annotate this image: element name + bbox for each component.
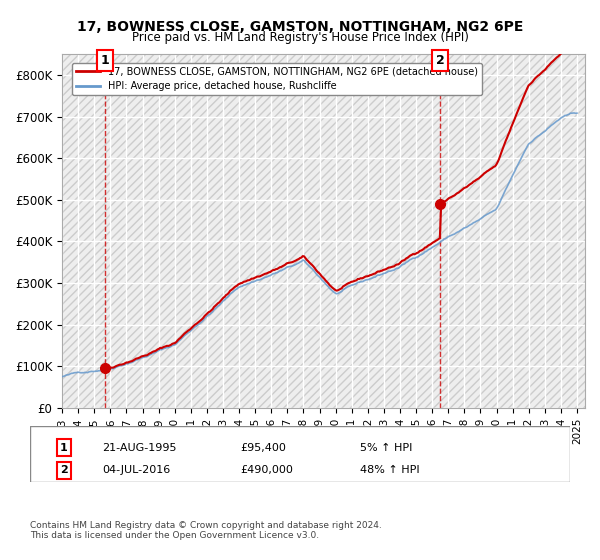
Text: 17, BOWNESS CLOSE, GAMSTON, NOTTINGHAM, NG2 6PE: 17, BOWNESS CLOSE, GAMSTON, NOTTINGHAM, …	[77, 20, 523, 34]
Legend: 17, BOWNESS CLOSE, GAMSTON, NOTTINGHAM, NG2 6PE (detached house), HPI: Average p: 17, BOWNESS CLOSE, GAMSTON, NOTTINGHAM, …	[72, 63, 482, 95]
Text: 2: 2	[436, 54, 445, 67]
Text: £95,400: £95,400	[240, 443, 286, 453]
Text: 04-JUL-2016: 04-JUL-2016	[102, 465, 170, 475]
Text: Contains HM Land Registry data © Crown copyright and database right 2024.
This d: Contains HM Land Registry data © Crown c…	[30, 521, 382, 540]
Text: Price paid vs. HM Land Registry's House Price Index (HPI): Price paid vs. HM Land Registry's House …	[131, 31, 469, 44]
Text: 48% ↑ HPI: 48% ↑ HPI	[360, 465, 419, 475]
Text: 1: 1	[100, 54, 109, 67]
Text: 1: 1	[60, 443, 68, 453]
Text: £490,000: £490,000	[240, 465, 293, 475]
Text: 21-AUG-1995: 21-AUG-1995	[102, 443, 176, 453]
Text: 2: 2	[60, 465, 68, 475]
Text: 5% ↑ HPI: 5% ↑ HPI	[360, 443, 412, 453]
FancyBboxPatch shape	[30, 426, 570, 482]
